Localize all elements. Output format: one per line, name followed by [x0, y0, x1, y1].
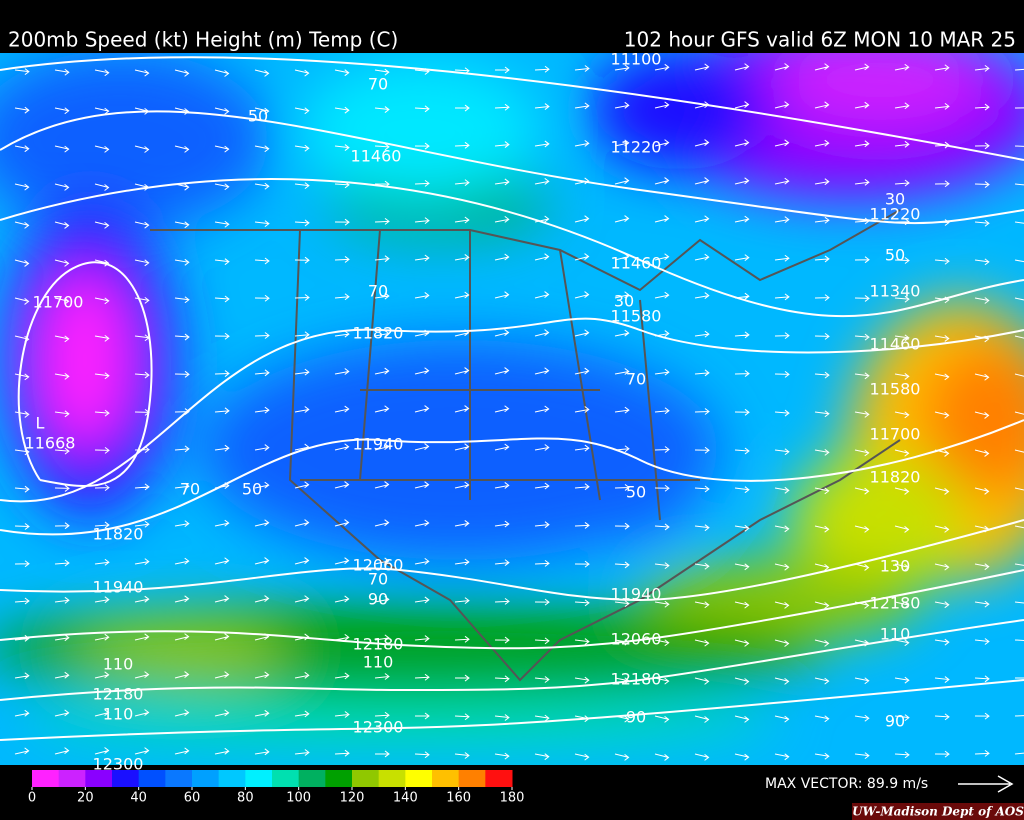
contour-label: 70: [626, 370, 646, 389]
colorbar: 0 20 40 60 80 100 120 140 160 180: [28, 770, 525, 806]
speed-field: [0, 53, 1024, 765]
colorbar-tick-label: 80: [237, 791, 254, 806]
contour-label: 110: [880, 625, 911, 644]
contour-label: 11700: [870, 425, 921, 444]
contour-label: 11940: [93, 578, 144, 597]
contour-label: 11220: [870, 205, 921, 224]
contour-label: 11940: [353, 435, 404, 454]
colorbar-tick-label: 100: [286, 791, 311, 806]
borders: [150, 209, 901, 682]
credit-box: [852, 803, 1024, 820]
contour-label: 50: [626, 483, 646, 502]
colorbar-tick-label: 120: [340, 791, 365, 806]
contour-label: 130: [880, 557, 911, 576]
colorbar-swatch: [138, 770, 166, 787]
colorbar-swatch: [245, 770, 273, 787]
title-left: 200mb Speed (kt) Height (m) Temp (C): [8, 28, 398, 52]
colorbar-swatch: [218, 770, 246, 787]
contour-label: 11220: [611, 138, 662, 157]
contour-label: 110: [103, 705, 134, 724]
max-vector: MAX VECTOR: 89.9 m/s: [765, 776, 928, 792]
colorbar-swatch: [352, 770, 380, 787]
contour-label: 11580: [611, 307, 662, 326]
contour-label: 70: [368, 282, 388, 301]
contour-label: 11940: [611, 585, 662, 604]
contour-label: 70: [368, 75, 388, 94]
contour-label: 11700: [33, 293, 84, 312]
contour-label: 90: [626, 708, 646, 727]
contour-label: 70: [180, 480, 200, 499]
colorbar-swatch: [378, 770, 406, 787]
height-contours: [0, 56, 1024, 741]
contour-label: 12300: [353, 718, 404, 737]
colorbar-swatch: [192, 770, 220, 787]
contour-label: 11820: [93, 525, 144, 544]
colorbar-swatch: [85, 770, 113, 787]
colorbar-tick-label: 60: [184, 791, 201, 806]
colorbar-tick-label: 20: [77, 791, 94, 806]
contour-label: 12300: [93, 755, 144, 774]
wind-arrows: [14, 63, 1024, 761]
colorbar-tick-label: 0: [28, 791, 36, 806]
contour-label: 90: [885, 712, 905, 731]
contour-label: 12180: [870, 594, 921, 613]
contour-label: 50: [242, 480, 262, 499]
colorbar-swatch: [485, 770, 513, 787]
contour-label: 11820: [870, 468, 921, 487]
contour-label: 30: [614, 292, 634, 311]
contour-label: 30: [885, 190, 905, 209]
credit: UW-Madison Dept of AOS: [852, 805, 1024, 819]
contour-label: 11460: [870, 335, 921, 354]
contour-label: 11580: [870, 380, 921, 399]
contour-label: 11460: [351, 147, 402, 166]
colorbar-swatch: [458, 770, 486, 787]
colorbar-swatch: [272, 770, 300, 787]
contour-label: 12180: [353, 635, 404, 654]
contour-label: 11820: [353, 324, 404, 343]
colorbar-tick-label: 160: [446, 791, 471, 806]
colorbar-swatch: [112, 770, 140, 787]
contour-labels: 11100 11460 11220 11220 11460 11340 11580 11460…: [25, 50, 921, 774]
colorbar-swatch: [405, 770, 433, 787]
field-blobs: [0, 53, 1024, 745]
title-right: 102 hour GFS valid 6Z MON 10 MAR 25: [624, 28, 1016, 52]
colorbar-swatch: [165, 770, 193, 787]
colorbar-swatch: [325, 770, 353, 787]
contour-label: 12180: [611, 670, 662, 689]
contour-label: 110: [363, 653, 394, 672]
contour-label: 11100: [611, 50, 662, 69]
colorbar-swatch: [32, 770, 60, 787]
colorbar-swatch: [432, 770, 460, 787]
low-marker: L: [36, 414, 45, 433]
contour-label: 11460: [611, 254, 662, 273]
colorbar-swatch: [298, 770, 326, 787]
contour-label: 12180: [93, 685, 144, 704]
colorbar-tick-label: 180: [500, 791, 525, 806]
contour-label: 12060: [353, 556, 404, 575]
contour-label: 12060: [611, 630, 662, 649]
colorbar-tick-label: 140: [393, 791, 418, 806]
contour-label: 110: [103, 655, 134, 674]
colorbar-swatch: [58, 770, 86, 787]
contour-label: 50: [885, 246, 905, 265]
max-vector-arrow: [958, 775, 1014, 793]
contour-label: 11668: [25, 434, 76, 453]
contour-label: 70: [368, 570, 388, 589]
contour-label: 50: [248, 107, 268, 126]
contour-label: 11340: [870, 282, 921, 301]
colorbar-tick-label: 40: [130, 791, 147, 806]
contour-label: 90: [368, 590, 388, 609]
